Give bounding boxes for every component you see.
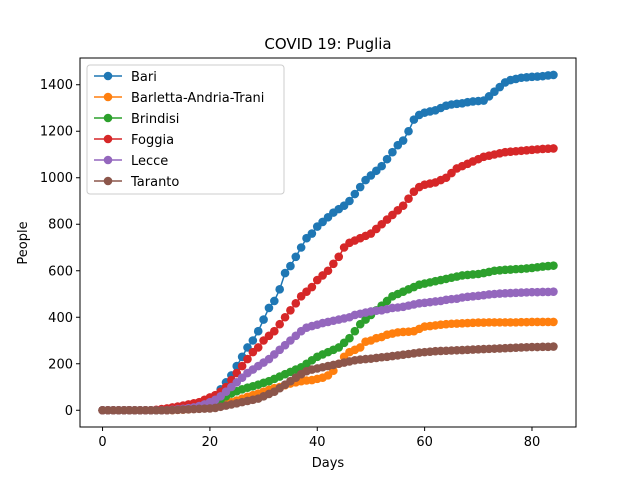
data-point (345, 333, 354, 343)
legend-label: Lecce (131, 154, 168, 169)
data-point (275, 285, 284, 294)
legend-swatch-marker (103, 92, 113, 102)
data-point (248, 336, 258, 345)
y-tick-label: 800 (48, 218, 73, 233)
data-point (291, 252, 301, 262)
legend-item-0: Bari (94, 70, 157, 85)
y-tick-label: 1200 (40, 125, 73, 140)
data-point (549, 342, 558, 351)
legend-item-1: Barletta-Andria-Trani (94, 91, 264, 106)
chart-title: COVID 19: Puglia (264, 35, 391, 53)
legend-swatch-marker (103, 176, 113, 186)
data-point (323, 266, 333, 276)
data-point (280, 312, 290, 322)
legend-items: Bari Barletta-Andria-Trani Brindisi Foggia L… (94, 70, 264, 190)
data-point (291, 299, 301, 308)
data-point (404, 194, 413, 203)
data-point (280, 268, 290, 278)
data-point (253, 326, 263, 336)
x-tick-label: 80 (524, 435, 541, 450)
legend-swatch-marker (103, 155, 113, 165)
legend-label: Foggia (131, 133, 174, 148)
legend-box (86, 64, 285, 195)
data-point (404, 126, 413, 136)
data-point (270, 296, 279, 306)
x-axis-label: Days (312, 456, 345, 471)
legend-swatch-marker (103, 113, 113, 123)
x-tick-label: 0 (98, 435, 106, 450)
legend: Bari Barletta-Andria-Trani Brindisi Foggia L… (86, 64, 285, 195)
y-tick-label: 400 (48, 311, 73, 326)
data-point (307, 282, 317, 292)
data-point (549, 70, 558, 80)
data-point (286, 305, 295, 315)
y-axis-label: People (16, 221, 31, 264)
data-point (388, 147, 397, 157)
x-axis: 0 20 40 60 80 (98, 427, 540, 450)
y-tick-label: 1400 (40, 78, 73, 93)
legend-item-5: Taranto (94, 175, 179, 190)
legend-swatch-marker (103, 134, 113, 144)
data-point (253, 343, 263, 352)
data-point (296, 243, 306, 252)
data-point (350, 326, 360, 336)
legend-item-3: Foggia (94, 133, 174, 148)
data-point (270, 326, 279, 336)
plot-frame (79, 57, 577, 428)
data-point (377, 161, 386, 171)
legend-label: Brindisi (131, 112, 179, 127)
y-tick-label: 1000 (40, 171, 73, 186)
data-point (355, 343, 365, 352)
data-point (345, 196, 354, 206)
data-point (237, 361, 247, 371)
data-point (398, 136, 408, 145)
series-5 (98, 342, 558, 415)
legend-item-4: Lecce (94, 154, 168, 169)
data-point (549, 287, 558, 296)
legend-label: Bari (131, 70, 157, 85)
legend-item-2: Brindisi (94, 112, 179, 127)
data-point (243, 354, 252, 364)
data-point (355, 182, 365, 192)
data-point (275, 319, 284, 329)
data-point (549, 261, 558, 270)
data-point (549, 144, 558, 153)
y-tick-label: 600 (48, 264, 73, 279)
legend-label: Taranto (130, 175, 179, 190)
data-point (329, 259, 338, 269)
data-point (259, 315, 268, 324)
data-point (549, 317, 558, 327)
legend-label: Barletta-Andria-Trani (131, 91, 264, 106)
y-axis: 0 200 400 600 800 1000 1200 1400 (40, 78, 80, 419)
data-point (286, 261, 295, 271)
x-tick-label: 20 (202, 435, 219, 450)
legend-swatch-marker (103, 71, 113, 81)
data-point (307, 229, 317, 238)
data-point (398, 201, 408, 210)
x-tick-label: 60 (416, 435, 433, 450)
y-tick-label: 0 (65, 404, 73, 419)
series-layer (98, 70, 558, 415)
x-tick-label: 40 (309, 435, 326, 450)
data-point (350, 189, 360, 199)
y-tick-label: 200 (48, 357, 73, 372)
data-point (334, 252, 344, 262)
data-point (382, 154, 392, 164)
data-point (264, 303, 274, 313)
